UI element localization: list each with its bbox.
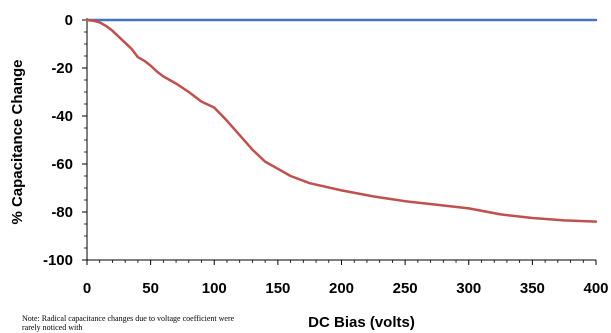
x-tick-label: 100 bbox=[202, 280, 227, 297]
y-tick-label: -80 bbox=[51, 204, 73, 221]
x-tick-label: 200 bbox=[329, 280, 354, 297]
x-tick-label: 400 bbox=[583, 280, 608, 297]
x-tick-label: 300 bbox=[456, 280, 481, 297]
y-tick-label: -100 bbox=[43, 252, 73, 269]
y-tick-label: -60 bbox=[51, 156, 73, 173]
series-line-2 bbox=[85, 18, 598, 223]
x-tick-label: 0 bbox=[83, 280, 91, 297]
y-axis-title: % Capacitance Change bbox=[9, 59, 26, 224]
x-tick-label: 150 bbox=[265, 280, 290, 297]
y-tick-label: 0 bbox=[65, 12, 73, 29]
x-tick-label: 50 bbox=[142, 280, 159, 297]
y-tick-label: -40 bbox=[51, 108, 73, 125]
x-tick-label: 350 bbox=[520, 280, 545, 297]
y-tick-label: -20 bbox=[51, 60, 73, 77]
x-tick-label: 250 bbox=[393, 280, 418, 297]
note-text: Note: Radical capacitance changes due to… bbox=[22, 314, 235, 332]
x-axis-title: DC Bias (volts) bbox=[308, 314, 415, 331]
